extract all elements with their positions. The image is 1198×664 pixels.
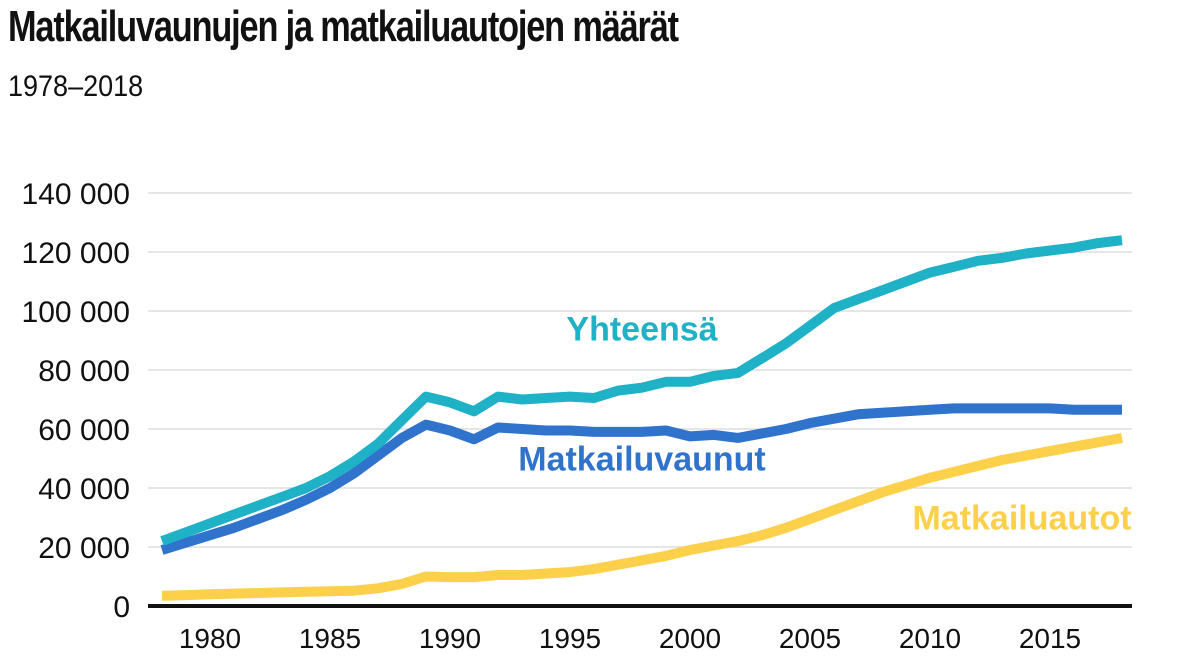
x-tick-label: 1980 [179,623,241,654]
y-tick-label: 60 000 [38,414,130,447]
chart-title: Matkailuvaunujen ja matkailuautojen määr… [8,2,679,51]
series-line-0 [160,235,1123,546]
x-tick-label: 1985 [299,623,361,654]
y-tick-label: 0 [113,591,130,624]
y-tick-label: 80 000 [38,355,130,388]
y-axis-ticks: 0 20 000 40 000 60 000 80 000 100 000 120 000 1… [22,178,130,624]
y-tick-label: 100 000 [22,296,130,329]
series-label: Yhteensä [566,311,717,349]
series-labels: Yhteensä Matkailuvaunut Matkailuautot [518,311,1131,538]
y-tick-label: 140 000 [22,178,130,211]
x-tick-label: 2015 [1019,623,1081,654]
series-line-2 [161,432,1123,601]
x-tick-label: 1995 [539,623,601,654]
series-line-1 [160,403,1122,555]
series-label: Matkailuautot [912,499,1131,537]
x-tick-label: 2005 [779,623,841,654]
x-tick-label: 2000 [659,623,721,654]
x-tick-label: 2010 [899,623,961,654]
x-axis-ticks: 1980 1985 1990 1995 2000 2005 2010 2015 [179,623,1081,654]
y-tick-label: 40 000 [38,473,130,506]
series-lines [160,235,1123,601]
y-tick-label: 120 000 [22,237,130,270]
y-tick-label: 20 000 [38,532,130,565]
x-tick-label: 1990 [419,623,481,654]
chart-subtitle: 1978–2018 [8,70,144,103]
series-label: Matkailuvaunut [518,440,765,478]
